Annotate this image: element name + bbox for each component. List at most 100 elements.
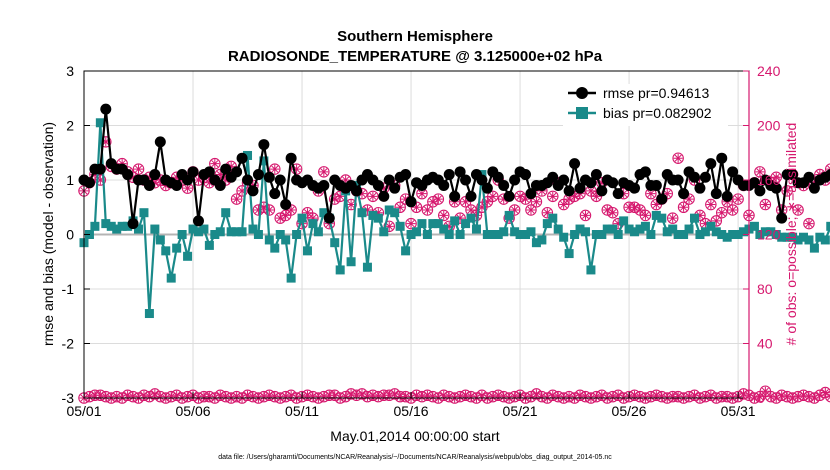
obs-assimilated-point bbox=[499, 194, 509, 204]
obs-assimilated-point bbox=[144, 172, 154, 182]
bias-point bbox=[619, 216, 629, 226]
bias-point bbox=[542, 219, 552, 229]
bias-point bbox=[335, 265, 345, 275]
obs-possible-point bbox=[438, 209, 450, 222]
bias-point bbox=[313, 227, 323, 237]
obs-assimilated-point bbox=[591, 191, 601, 201]
obs-assimilated-point bbox=[134, 164, 144, 174]
obs-assimilated-point bbox=[193, 175, 203, 185]
obs-assimilated-point bbox=[613, 219, 623, 229]
rmse-point bbox=[400, 169, 412, 181]
bias-point bbox=[493, 230, 503, 239]
obs-assimilated-point bbox=[439, 210, 449, 220]
obs-assimilated-point bbox=[673, 153, 683, 163]
rmse-point bbox=[825, 169, 830, 180]
obs-assimilated-point bbox=[564, 194, 574, 204]
obs-assimilated-point bbox=[444, 221, 454, 231]
bias-point bbox=[526, 227, 536, 237]
obs-assimilated-point bbox=[232, 194, 242, 204]
rmse-point bbox=[252, 169, 264, 181]
obs-assimilated-point bbox=[319, 167, 329, 177]
bias-point bbox=[548, 213, 558, 223]
rmse-point bbox=[454, 166, 466, 178]
rmse-point bbox=[520, 169, 532, 181]
bias-point bbox=[717, 230, 727, 239]
rmse-point bbox=[607, 177, 619, 189]
obs-assimilated-point bbox=[433, 194, 443, 204]
rmse-point bbox=[465, 190, 477, 202]
bias-point bbox=[204, 240, 214, 250]
bias-point bbox=[428, 219, 438, 229]
bias-point bbox=[243, 150, 253, 160]
rmse-point bbox=[214, 179, 226, 191]
legend: rmse pr=0.94613 bias pr=0.082902 bbox=[563, 84, 728, 126]
obs-possible-point bbox=[394, 201, 406, 214]
rmse-point bbox=[612, 188, 624, 200]
right-tick-label: 120 bbox=[757, 227, 781, 243]
bias-point bbox=[673, 230, 683, 239]
obs-possible-point bbox=[732, 193, 744, 205]
bias-point bbox=[281, 235, 291, 245]
obs-possible-point bbox=[230, 193, 243, 205]
obs-assimilated-point bbox=[684, 194, 694, 204]
obs-assimilated-point bbox=[597, 178, 607, 188]
obs-assimilated-point bbox=[646, 189, 656, 199]
obs-assimilated-point bbox=[172, 172, 182, 182]
rmse-point bbox=[443, 169, 455, 181]
rmse-point bbox=[460, 174, 472, 186]
rmse-point bbox=[318, 179, 330, 191]
bias-point bbox=[259, 156, 269, 166]
rmse-point bbox=[678, 188, 690, 200]
obs-assimilated-point bbox=[477, 202, 487, 212]
obs-assimilated-point bbox=[286, 390, 296, 400]
rmse-point bbox=[182, 174, 194, 186]
bias-point bbox=[444, 230, 454, 239]
bias-point bbox=[722, 232, 732, 242]
rmse-point bbox=[187, 166, 199, 178]
footnote: data file: /Users/gharamti/Documents/NCA… bbox=[218, 454, 612, 461]
obs-assimilated-point bbox=[526, 205, 536, 215]
bias-point bbox=[793, 235, 803, 245]
rmse-point bbox=[378, 190, 390, 202]
bias-point bbox=[695, 230, 705, 239]
obs-assimilated-point bbox=[760, 200, 770, 210]
obs-assimilated-point bbox=[373, 208, 383, 218]
right-tick-label: 80 bbox=[757, 281, 773, 297]
rmse-point bbox=[171, 179, 183, 191]
bias-point bbox=[575, 224, 585, 234]
bias-point bbox=[739, 227, 749, 237]
bias-point bbox=[624, 224, 634, 234]
x-tick-label: 05/11 bbox=[285, 403, 319, 419]
obs-assimilated-point bbox=[368, 191, 378, 201]
obs-possible-point bbox=[672, 152, 684, 164]
obs-assimilated-point bbox=[521, 194, 531, 204]
obs-possible-point bbox=[547, 190, 559, 203]
rmse-point bbox=[203, 166, 215, 178]
obs-possible-point bbox=[263, 204, 276, 216]
rmse-point bbox=[280, 199, 292, 211]
rmse-point bbox=[699, 171, 711, 183]
left-tick-label: 3 bbox=[66, 63, 74, 79]
bias-point bbox=[499, 227, 509, 237]
rmse-point bbox=[748, 177, 760, 189]
chart-title: Southern Hemisphere bbox=[337, 28, 493, 45]
obs-assimilated-point bbox=[542, 208, 552, 218]
rmse-point bbox=[372, 179, 384, 191]
obs-possible-point bbox=[541, 206, 554, 219]
bias-point bbox=[471, 224, 481, 234]
bias-point bbox=[613, 230, 623, 239]
bias-point bbox=[183, 251, 193, 261]
obs-assimilated-point bbox=[395, 202, 405, 212]
bias-point bbox=[117, 221, 127, 231]
bias-point bbox=[144, 309, 154, 319]
bias-point bbox=[406, 230, 416, 239]
rmse-point bbox=[525, 188, 537, 200]
obs-assimilated-point bbox=[259, 202, 269, 212]
rmse-point bbox=[481, 182, 493, 194]
bias-point bbox=[237, 227, 247, 237]
obs-assimilated-point bbox=[548, 191, 558, 201]
obs-assimilated-point bbox=[428, 197, 438, 207]
bias-point bbox=[799, 232, 809, 242]
bias-point bbox=[193, 227, 203, 237]
bias-point bbox=[591, 230, 601, 239]
